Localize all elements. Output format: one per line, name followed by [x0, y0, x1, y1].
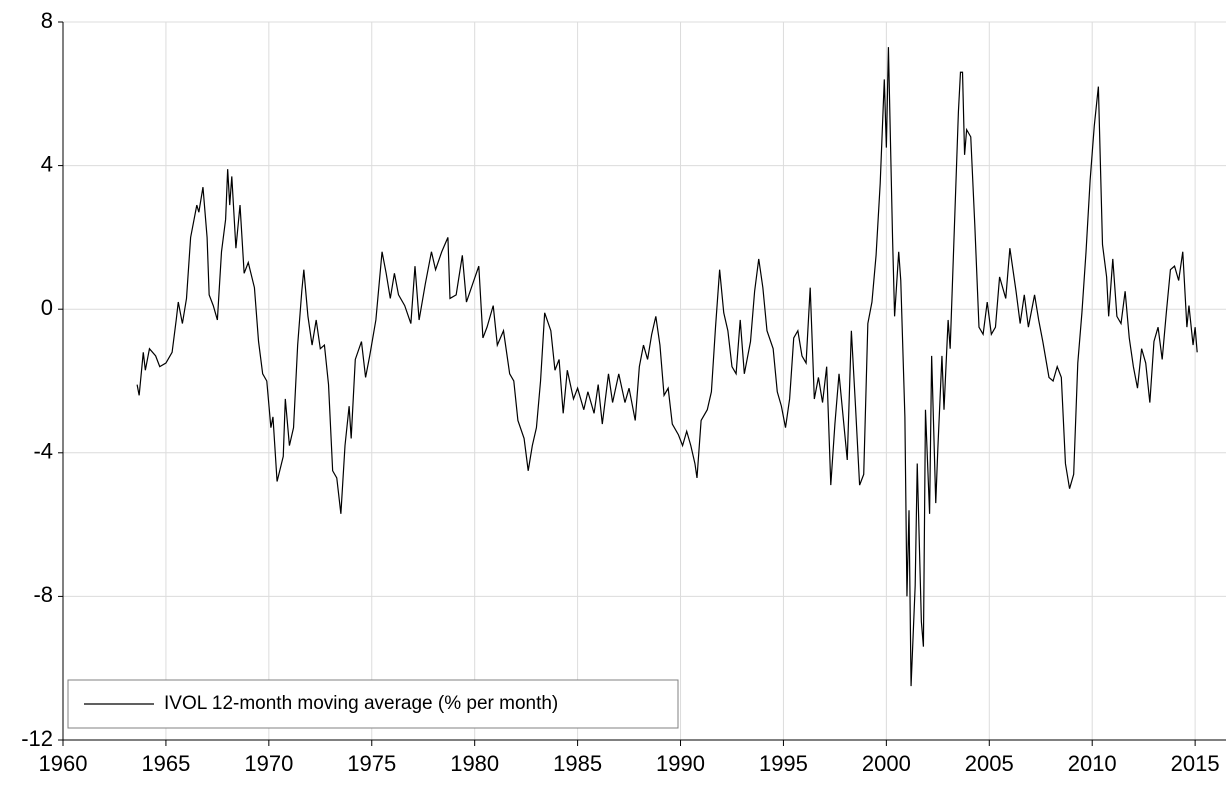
y-tick-label: -4	[33, 439, 53, 464]
y-tick-label: -8	[33, 582, 53, 607]
x-tick-label: 1975	[347, 751, 396, 776]
x-tick-label: 1980	[450, 751, 499, 776]
legend-box	[67, 679, 679, 729]
y-tick-label: 0	[41, 295, 53, 320]
x-tick-label: 2005	[965, 751, 1014, 776]
y-tick-label: 8	[41, 8, 53, 33]
x-tick-label: 2000	[862, 751, 911, 776]
y-tick-label: 4	[41, 151, 53, 176]
x-tick-label: 1970	[244, 751, 293, 776]
x-tick-label: 2010	[1068, 751, 1117, 776]
x-tick-label: 1990	[656, 751, 705, 776]
x-tick-label: 1985	[553, 751, 602, 776]
x-tick-label: 1965	[141, 751, 190, 776]
x-tick-label: 2015	[1171, 751, 1220, 776]
legend-label: IVOL 12-month moving average (% per mont…	[164, 693, 558, 714]
data-line	[136, 47, 1198, 687]
x-tick-label: 1960	[39, 751, 88, 776]
y-tick-label: -12	[21, 726, 53, 751]
x-tick-label: 1995	[759, 751, 808, 776]
